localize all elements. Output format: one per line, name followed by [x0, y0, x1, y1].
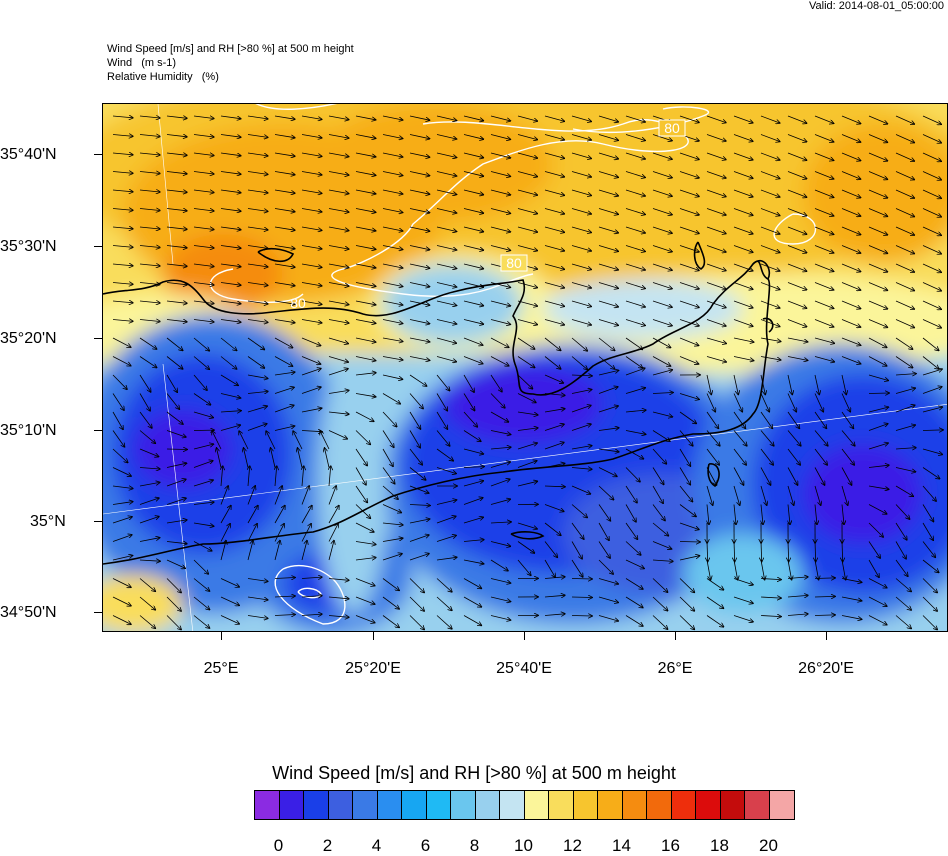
plot-titles: Wind Speed [m/s] and RH [>80 %] at 500 m… — [107, 42, 354, 84]
colorbar-label: 6 — [421, 836, 430, 856]
contour-label-80-c: 80 — [290, 295, 306, 311]
colorbar-swatch — [623, 791, 648, 819]
colorbar-swatch — [402, 791, 427, 819]
colorbar-swatch — [378, 791, 403, 819]
contour-label-80-b: 80 — [506, 255, 522, 271]
contour-label-80-a: 80 — [664, 120, 680, 136]
lon-label-25-40: 25°40'E — [496, 660, 552, 678]
lat-label-35-30: 35°30'N — [0, 238, 57, 256]
colorbar-swatch — [476, 791, 501, 819]
lon-label-25: 25°E — [204, 660, 239, 678]
colorbar-swatch — [745, 791, 770, 819]
colorbar-label: 18 — [710, 836, 729, 856]
colorbar-title: Wind Speed [m/s] and RH [>80 %] at 500 m… — [0, 763, 948, 784]
colorbar — [254, 790, 795, 820]
colorbar-swatch — [304, 791, 329, 819]
colorbar-label: 4 — [372, 836, 381, 856]
wind-arrow — [680, 542, 700, 543]
lon-label-25-20: 25°20'E — [345, 660, 401, 678]
colorbar-swatch — [647, 791, 672, 819]
wind-arrow — [572, 579, 592, 580]
lon-tick — [524, 632, 525, 640]
title-line-2: Wind (m s-1) — [107, 56, 354, 70]
colorbar-swatch — [549, 791, 574, 819]
colorbar-swatch — [525, 791, 550, 819]
lon-tick — [675, 632, 676, 640]
colorbar-swatch — [255, 791, 280, 819]
colorbar-swatch — [721, 791, 746, 819]
colorbar-label: 10 — [514, 836, 533, 856]
valid-time: Valid: 2014-08-01_05:00:00 — [809, 0, 944, 12]
colorbar-swatch — [427, 791, 452, 819]
colorbar-swatch — [500, 791, 525, 819]
lat-tick — [94, 430, 102, 431]
lat-label-35-40: 35°40'N — [0, 146, 57, 164]
map-panel: 80 80 80 — [102, 103, 948, 632]
colorbar-label: 8 — [470, 836, 479, 856]
wind-arrow — [869, 393, 889, 394]
lat-label-35: 35°N — [30, 513, 66, 531]
colorbar-swatch — [329, 791, 354, 819]
lat-label-34-50: 34°50'N — [0, 604, 57, 622]
lon-tick — [373, 632, 374, 640]
colorbar-label: 20 — [759, 836, 778, 856]
wind-arrow — [572, 616, 592, 617]
colorbar-swatch — [770, 791, 795, 819]
lat-tick — [94, 612, 102, 613]
colorbar-swatch — [696, 791, 721, 819]
lon-label-26: 26°E — [658, 660, 693, 678]
colorbar-swatch — [672, 791, 697, 819]
colorbar-swatch — [451, 791, 476, 819]
lat-label-35-10: 35°10'N — [0, 422, 57, 440]
lon-tick — [826, 632, 827, 640]
wind-arrow — [167, 449, 187, 450]
colorbar-label: 16 — [661, 836, 680, 856]
lat-tick — [94, 521, 102, 522]
wind-arrow — [572, 597, 592, 598]
wind-speed-field — [103, 104, 948, 632]
colorbar-label: 2 — [323, 836, 332, 856]
title-line-3: Relative Humidity (%) — [107, 70, 354, 84]
lat-tick — [94, 246, 102, 247]
lon-tick — [221, 632, 222, 640]
colorbar-swatch — [574, 791, 599, 819]
title-line-1: Wind Speed [m/s] and RH [>80 %] at 500 m… — [107, 42, 354, 56]
lat-tick — [94, 338, 102, 339]
colorbar-label: 14 — [612, 836, 631, 856]
colorbar-label: 12 — [563, 836, 582, 856]
colorbar-swatch — [280, 791, 305, 819]
lat-label-35-20: 35°20'N — [0, 330, 57, 348]
colorbar-label: 0 — [274, 836, 283, 856]
map-svg: 80 80 80 — [103, 104, 948, 632]
lat-tick — [94, 154, 102, 155]
colorbar-swatch — [353, 791, 378, 819]
colorbar-swatch — [598, 791, 623, 819]
lon-label-26-20: 26°20'E — [798, 660, 854, 678]
